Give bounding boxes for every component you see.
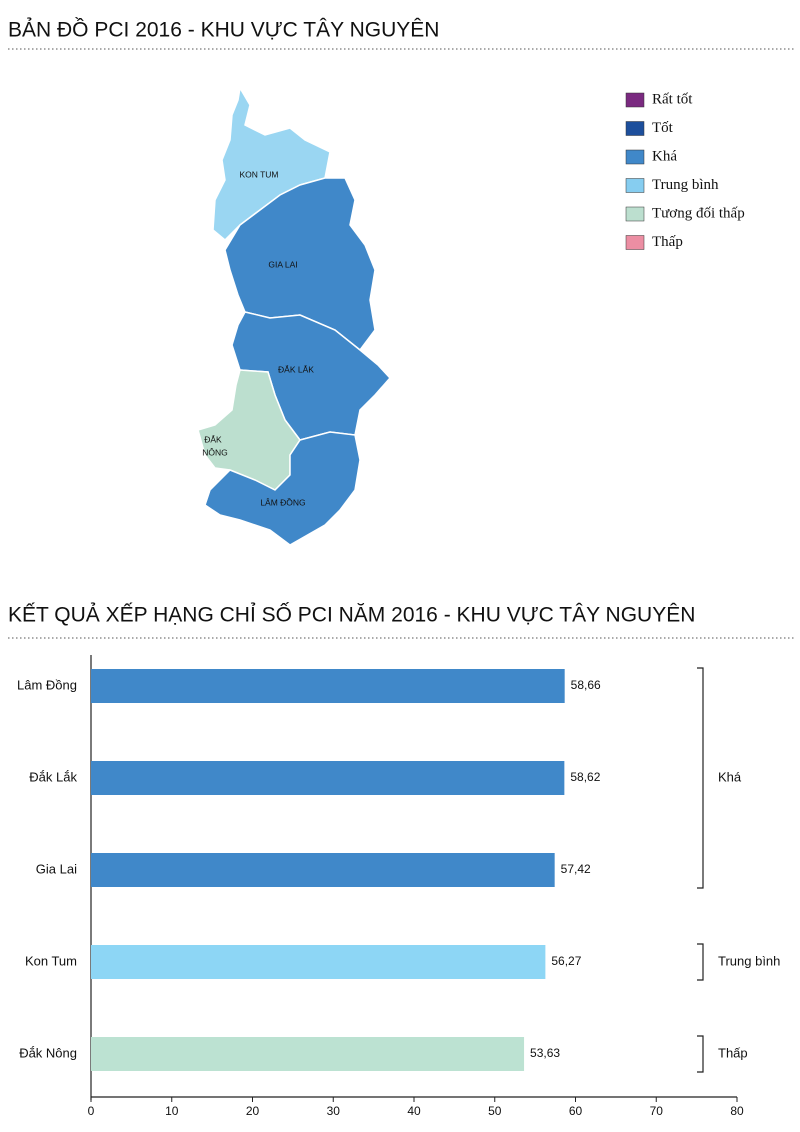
legend-swatch — [625, 178, 645, 193]
region-label: GIA LAI — [268, 259, 297, 269]
group-bracket — [697, 667, 704, 889]
y-tick-label: Kon Tum — [25, 953, 77, 968]
x-tick-label: 30 — [327, 1104, 341, 1118]
x-tick-label: 60 — [569, 1104, 583, 1118]
bar — [91, 945, 546, 979]
bar — [91, 669, 565, 703]
legend-label: Tương đối thấp — [652, 205, 745, 221]
legend-swatch — [625, 149, 645, 165]
value-label: 56,27 — [551, 954, 581, 968]
region-label: ĐẮK — [204, 434, 222, 444]
group-bracket — [697, 943, 704, 981]
x-tick-label: 0 — [88, 1104, 95, 1118]
value-label: 58,66 — [571, 678, 601, 692]
value-label: 57,42 — [561, 862, 591, 876]
x-tick-label: 80 — [730, 1104, 744, 1118]
y-tick-label: Lâm Đồng — [17, 677, 77, 692]
x-tick-label: 10 — [165, 1104, 179, 1118]
group-label: Thấp — [718, 1045, 748, 1060]
region-label: NÔNG — [202, 447, 228, 457]
legend-swatch — [625, 121, 645, 136]
x-tick-label: 70 — [650, 1104, 664, 1118]
map — [197, 85, 392, 546]
bar — [91, 761, 565, 795]
region-label: ĐẮK LẮK — [278, 364, 314, 374]
region-label: LÂM ĐỒNG — [260, 496, 305, 507]
y-tick-label: Đắk Lắk — [29, 769, 77, 784]
group-label: Khá — [718, 769, 742, 784]
legend-swatch — [625, 206, 645, 222]
region-label: KON TUM — [239, 169, 278, 179]
legend-label: Tốt — [652, 120, 674, 136]
value-label: 53,63 — [530, 1046, 560, 1060]
legend-label: Rất tốt — [652, 91, 693, 107]
x-tick-label: 50 — [488, 1104, 502, 1118]
bar — [91, 1037, 525, 1071]
y-tick-label: Gia Lai — [36, 861, 77, 876]
chart-title: KẾT QUẢ XẾP HẠNG CHỈ SỐ PCI NĂM 2016 - K… — [8, 603, 695, 627]
x-tick-label: 20 — [246, 1104, 260, 1118]
legend-label: Khá — [652, 148, 677, 164]
legend-label: Trung bình — [652, 177, 719, 193]
legend-label: Thấp — [652, 234, 683, 250]
y-tick-label: Đắk Nông — [19, 1045, 77, 1060]
group-bracket — [697, 1035, 704, 1073]
x-tick-label: 40 — [407, 1104, 421, 1118]
value-label: 58,62 — [570, 770, 600, 784]
group-label: Trung bình — [718, 953, 780, 968]
legend-swatch — [625, 235, 645, 250]
region-lam-dong — [204, 431, 361, 546]
bar — [91, 853, 555, 887]
legend-swatch — [625, 92, 645, 108]
map-title: BẢN ĐỒ PCI 2016 - KHU VỰC TÂY NGUYÊN — [8, 18, 439, 42]
